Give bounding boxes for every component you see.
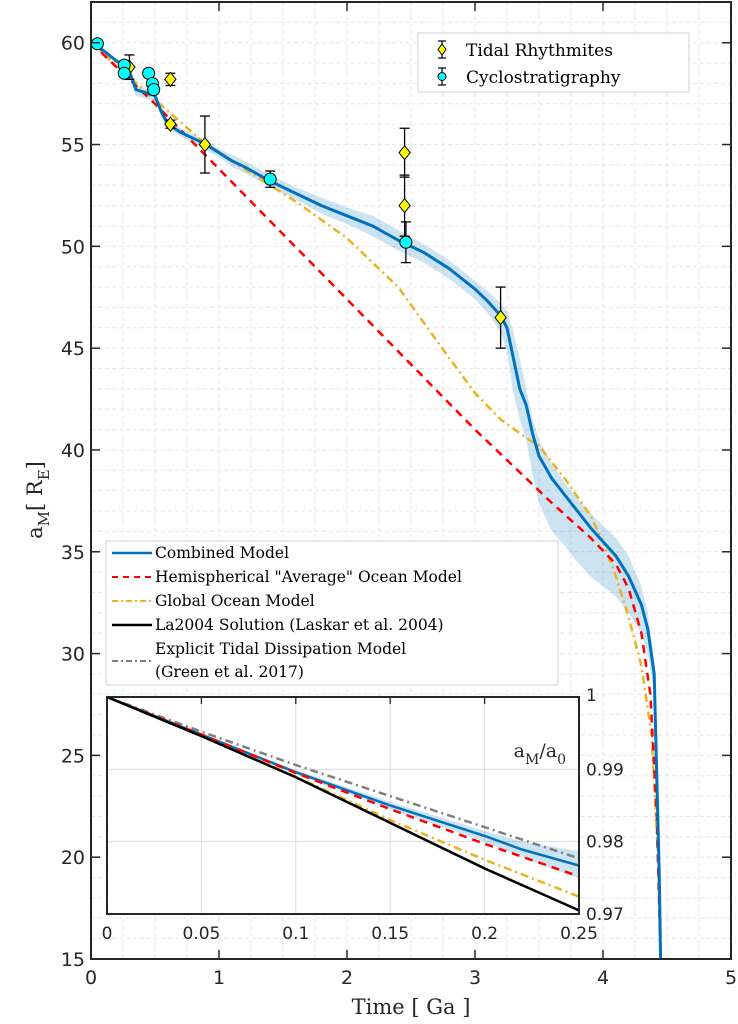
cyclostratigraphy-point	[117, 66, 131, 80]
x-tick-label: 0	[85, 967, 97, 989]
y-tick-label: 40	[61, 440, 85, 462]
inset-y-tick-label: 0.99	[586, 760, 624, 780]
y-tick-label: 25	[61, 745, 85, 767]
cyclostratigraphy-marker	[399, 235, 413, 249]
cyclostratigraphy-marker	[147, 83, 161, 97]
tidal-rhythmite-marker	[398, 144, 411, 161]
svg-text:aM[ RE]: aM[ RE]	[23, 461, 53, 539]
x-axis-label: Time [ Ga ]	[352, 995, 471, 1019]
legend-tidal-label: Tidal Rhythmites	[466, 41, 613, 61]
legend-markers: Tidal Rhythmites Cyclostratigraphy	[417, 32, 690, 93]
inset-x-tick-label: 0.15	[371, 924, 409, 944]
y-tick-label: 35	[61, 542, 85, 564]
inset-x-tick-label: 0.05	[182, 924, 220, 944]
tidal-rhythmite-marker	[398, 197, 411, 214]
x-tick-label: 4	[597, 967, 609, 989]
inset-series	[106, 695, 580, 912]
series-line-global-ocean-model	[90, 41, 662, 960]
inset-y-tick-label: 1	[586, 686, 597, 706]
main-series	[90, 41, 663, 960]
x-tick-label: 5	[725, 967, 737, 989]
legend-label-green-1: Explicit Tidal Dissipation Model	[155, 640, 406, 658]
inset-x-tick-label: 0.25	[560, 924, 598, 944]
tidal-rhythmite-point	[198, 115, 212, 174]
confidence-band	[91, 42, 661, 960]
inset-line-la2004-solution	[106, 695, 580, 912]
x-tick-label: 3	[469, 967, 481, 989]
tidal-rhythmite-marker	[494, 309, 507, 326]
y-label-sub: M	[35, 511, 53, 526]
inset-y-label: aM/a0	[514, 740, 566, 768]
legend-label-green-2: (Green et al. 2017)	[155, 663, 304, 681]
y-label-unit-open: [ R	[23, 479, 47, 511]
y-tick-label: 55	[61, 135, 85, 157]
data-points	[90, 37, 507, 349]
inset-x-tick-label: 0	[102, 924, 113, 944]
inset-line-explicit-tidal-dissipation-model	[106, 695, 580, 860]
legend-lines: Combined Model Hemispherical "Average" O…	[105, 540, 559, 686]
combined-model-band	[91, 42, 661, 960]
tidal-rhythmite-marker	[164, 116, 177, 132]
legend-cyclo-marker	[437, 67, 447, 86]
inset-chart: 0 0.05 0.1 0.15 0.2 0.250.97 0.98 0.99 1 aM/a0	[102, 686, 624, 944]
legend-cyclo-label: Cyclostratigraphy	[466, 68, 621, 88]
y-tick-label: 30	[61, 644, 85, 666]
x-tick-label: 2	[341, 967, 353, 989]
tidal-rhythmite-point	[398, 127, 411, 178]
plot-frame	[90, 1, 732, 960]
tidal-rhythmite-marker	[198, 136, 212, 153]
inset-frame	[106, 696, 580, 915]
inset-x-tick-label: 0.1	[282, 924, 309, 944]
y-tick-label: 15	[61, 949, 85, 971]
y-tick-label: 50	[61, 236, 85, 258]
cyclostratigraphy-point	[90, 37, 104, 51]
legend-tidal-marker	[437, 40, 447, 59]
cyclostratigraphy-marker	[117, 66, 131, 80]
tidal-rhythmite-point	[164, 71, 177, 88]
tidal-rhythmite-point	[164, 116, 177, 132]
legend-label-combined: Combined Model	[155, 544, 289, 562]
tidal-rhythmite-marker	[164, 71, 177, 88]
legend-label-hemispherical: Hemispherical "Average" Ocean Model	[155, 568, 462, 586]
legend-label-la2004: La2004 Solution (Laskar et al. 2004)	[155, 616, 444, 634]
inset-axes: 0 0.05 0.1 0.15 0.2 0.250.97 0.98 0.99 1	[102, 686, 624, 944]
y-label-unit-sub: E	[35, 469, 53, 480]
y-axis-label: aM[ RE]	[23, 461, 53, 539]
inset-x-tick-label: 0.2	[471, 924, 498, 944]
series-line-hemispherical-average-ocean-model	[90, 41, 662, 960]
y-tick-label: 20	[61, 847, 85, 869]
y-label-main: a	[23, 526, 47, 539]
series-line-combined-model	[90, 41, 663, 960]
cyclostratigraphy-point	[263, 170, 277, 188]
inset-y-tick-label: 0.97	[586, 905, 624, 925]
tidal-rhythmite-point	[494, 286, 507, 349]
y-tick-label: 60	[61, 33, 85, 55]
cyclostratigraphy-point	[147, 83, 161, 97]
legend-label-global: Global Ocean Model	[155, 592, 315, 610]
y-label-unit-close: ]	[23, 461, 47, 469]
cyclostratigraphy-marker	[90, 37, 104, 51]
inset-y-tick-label: 0.98	[586, 833, 624, 853]
x-tick-label: 1	[213, 967, 225, 989]
cyclostratigraphy-marker	[263, 172, 277, 186]
y-tick-label: 45	[61, 338, 85, 360]
tidal-rhythmite-point	[398, 174, 411, 237]
cyclostratigraphy-point	[399, 221, 413, 264]
